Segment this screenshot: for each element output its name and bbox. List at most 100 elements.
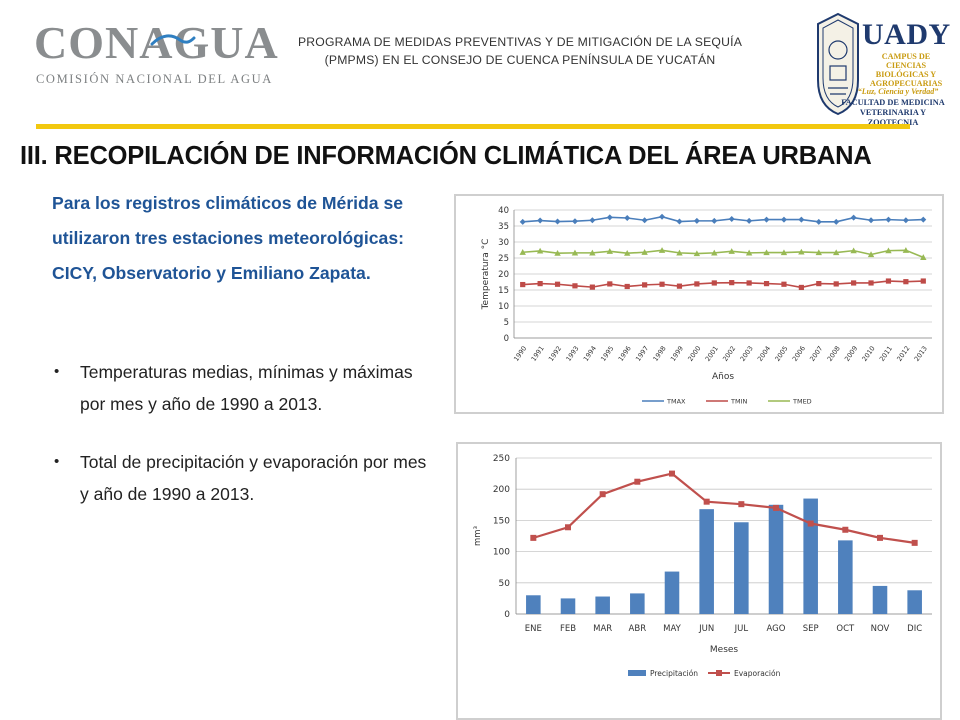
x-tick-label: 1990	[512, 345, 528, 363]
data-point	[868, 217, 875, 224]
x-tick-label: 2006	[791, 345, 807, 363]
x-tick-label: SEP	[803, 624, 819, 634]
x-tick-label: NOV	[871, 624, 890, 634]
y-tick-label: 5	[504, 318, 509, 328]
x-tick-label: 1994	[582, 345, 598, 363]
data-point	[599, 491, 606, 498]
x-tick-label: 1999	[669, 345, 685, 363]
data-point	[572, 283, 578, 289]
data-point	[798, 248, 805, 255]
y-tick-label: 20	[498, 270, 509, 280]
data-point	[868, 280, 874, 286]
data-point	[641, 249, 648, 255]
data-point	[520, 281, 526, 288]
x-tick-label: OCT	[836, 624, 855, 634]
bar	[560, 598, 576, 614]
uady-wordmark: UADY	[862, 18, 951, 51]
series-line	[533, 472, 915, 544]
x-tick-label: JUL	[734, 624, 749, 634]
x-tick-label: 2000	[686, 345, 702, 363]
temperature-chart: 0 5 10 15 20 25 30 35 40 1990 1991 1992 1993 1994 1995…	[454, 194, 944, 414]
data-point	[624, 283, 630, 290]
y-tick-label: 250	[493, 454, 510, 464]
bar	[803, 498, 818, 614]
x-tick-label: 1991	[530, 345, 546, 363]
data-point	[833, 218, 840, 225]
series-line	[522, 249, 924, 259]
y-tick-label: 0	[504, 610, 510, 620]
data-point	[554, 218, 561, 225]
data-point	[877, 534, 883, 541]
bar	[664, 571, 680, 614]
legend-label: TMED	[792, 398, 812, 406]
uady-campus-line: AGROPECUARIAS	[869, 79, 943, 88]
temperature-chart-canvas: 0 5 10 15 20 25 30 35 40 1990 1991 1992 1993 1994 1995…	[481, 206, 932, 406]
legend-label: Precipitación	[650, 669, 698, 678]
data-point	[815, 218, 822, 225]
data-point	[738, 501, 745, 508]
data-point	[867, 251, 875, 258]
data-point	[641, 217, 648, 224]
data-point	[676, 249, 683, 256]
precipitation-chart: 0 50 100 150 200 250 ENE FEB MAR ABR MAY JUN JUL AGO S…	[456, 442, 942, 720]
series-line	[522, 280, 924, 289]
data-point	[536, 247, 544, 254]
data-point	[554, 281, 561, 287]
data-point	[659, 281, 665, 287]
x-tick-label: 2005	[773, 345, 789, 363]
data-point	[833, 249, 840, 256]
uady-campus-line: CIENCIAS	[885, 61, 927, 70]
x-tick-label: 1998	[652, 345, 668, 363]
data-point	[780, 249, 788, 256]
x-tick-label: 1995	[599, 345, 615, 363]
x-tick-label: MAY	[663, 624, 681, 634]
data-point	[606, 214, 613, 221]
data-point	[781, 281, 787, 287]
conagua-logo: CONAGUA COMISIÓN NACIONAL DEL AGUA	[32, 14, 278, 87]
x-tick-label: 2007	[808, 345, 824, 363]
data-point	[842, 526, 849, 533]
data-point	[589, 217, 596, 224]
program-line-2: (PMPMS) EN EL CONSEJO DE CUENCA PENÍNSUL…	[324, 53, 716, 67]
bar	[768, 504, 784, 614]
data-point	[807, 520, 814, 527]
data-point	[728, 215, 735, 222]
y-tick-label: 0	[504, 334, 509, 344]
data-point	[669, 470, 675, 477]
header-divider	[36, 124, 910, 129]
data-point	[711, 280, 717, 286]
data-point	[589, 284, 595, 290]
data-point	[554, 250, 561, 256]
x-axis-label: Años	[712, 372, 734, 382]
y-tick-label: 10	[498, 302, 509, 312]
x-axis-label: Meses	[710, 645, 739, 655]
data-point	[780, 216, 787, 223]
uady-campus-line: CAMPUS DE	[881, 52, 931, 61]
list-item-text: Temperaturas medias, mínimas y máximas p…	[80, 362, 413, 414]
data-point	[885, 278, 892, 284]
data-point	[911, 539, 918, 546]
section-title: III. RECOPILACIÓN DE INFORMACIÓN CLIMÁTI…	[20, 142, 872, 170]
y-axis-label: Temperatura °C	[481, 239, 491, 311]
data-point	[815, 249, 822, 256]
wave-icon	[150, 34, 196, 46]
legend-label: Evaporación	[734, 669, 781, 678]
data-point	[537, 217, 544, 224]
bar	[526, 595, 541, 614]
data-point	[745, 249, 753, 256]
x-tick-label: 2003	[739, 345, 755, 363]
data-point	[530, 534, 537, 541]
x-tick-label: 2002	[721, 345, 737, 363]
uady-faculty-line: VETERINARIA Y ZOOTECNIA	[859, 108, 927, 127]
data-point	[902, 247, 910, 253]
y-tick-label: 40	[498, 206, 509, 216]
x-tick-label: DIC	[907, 624, 922, 634]
y-tick-label: 35	[498, 222, 509, 232]
data-point	[798, 216, 805, 223]
data-point	[658, 247, 666, 253]
x-tick-label: ENE	[525, 624, 542, 634]
conagua-subtitle: COMISIÓN NACIONAL DEL AGUA	[36, 72, 273, 86]
x-tick-label: 2011	[878, 345, 894, 363]
data-point	[589, 249, 596, 256]
data-point	[850, 214, 857, 221]
